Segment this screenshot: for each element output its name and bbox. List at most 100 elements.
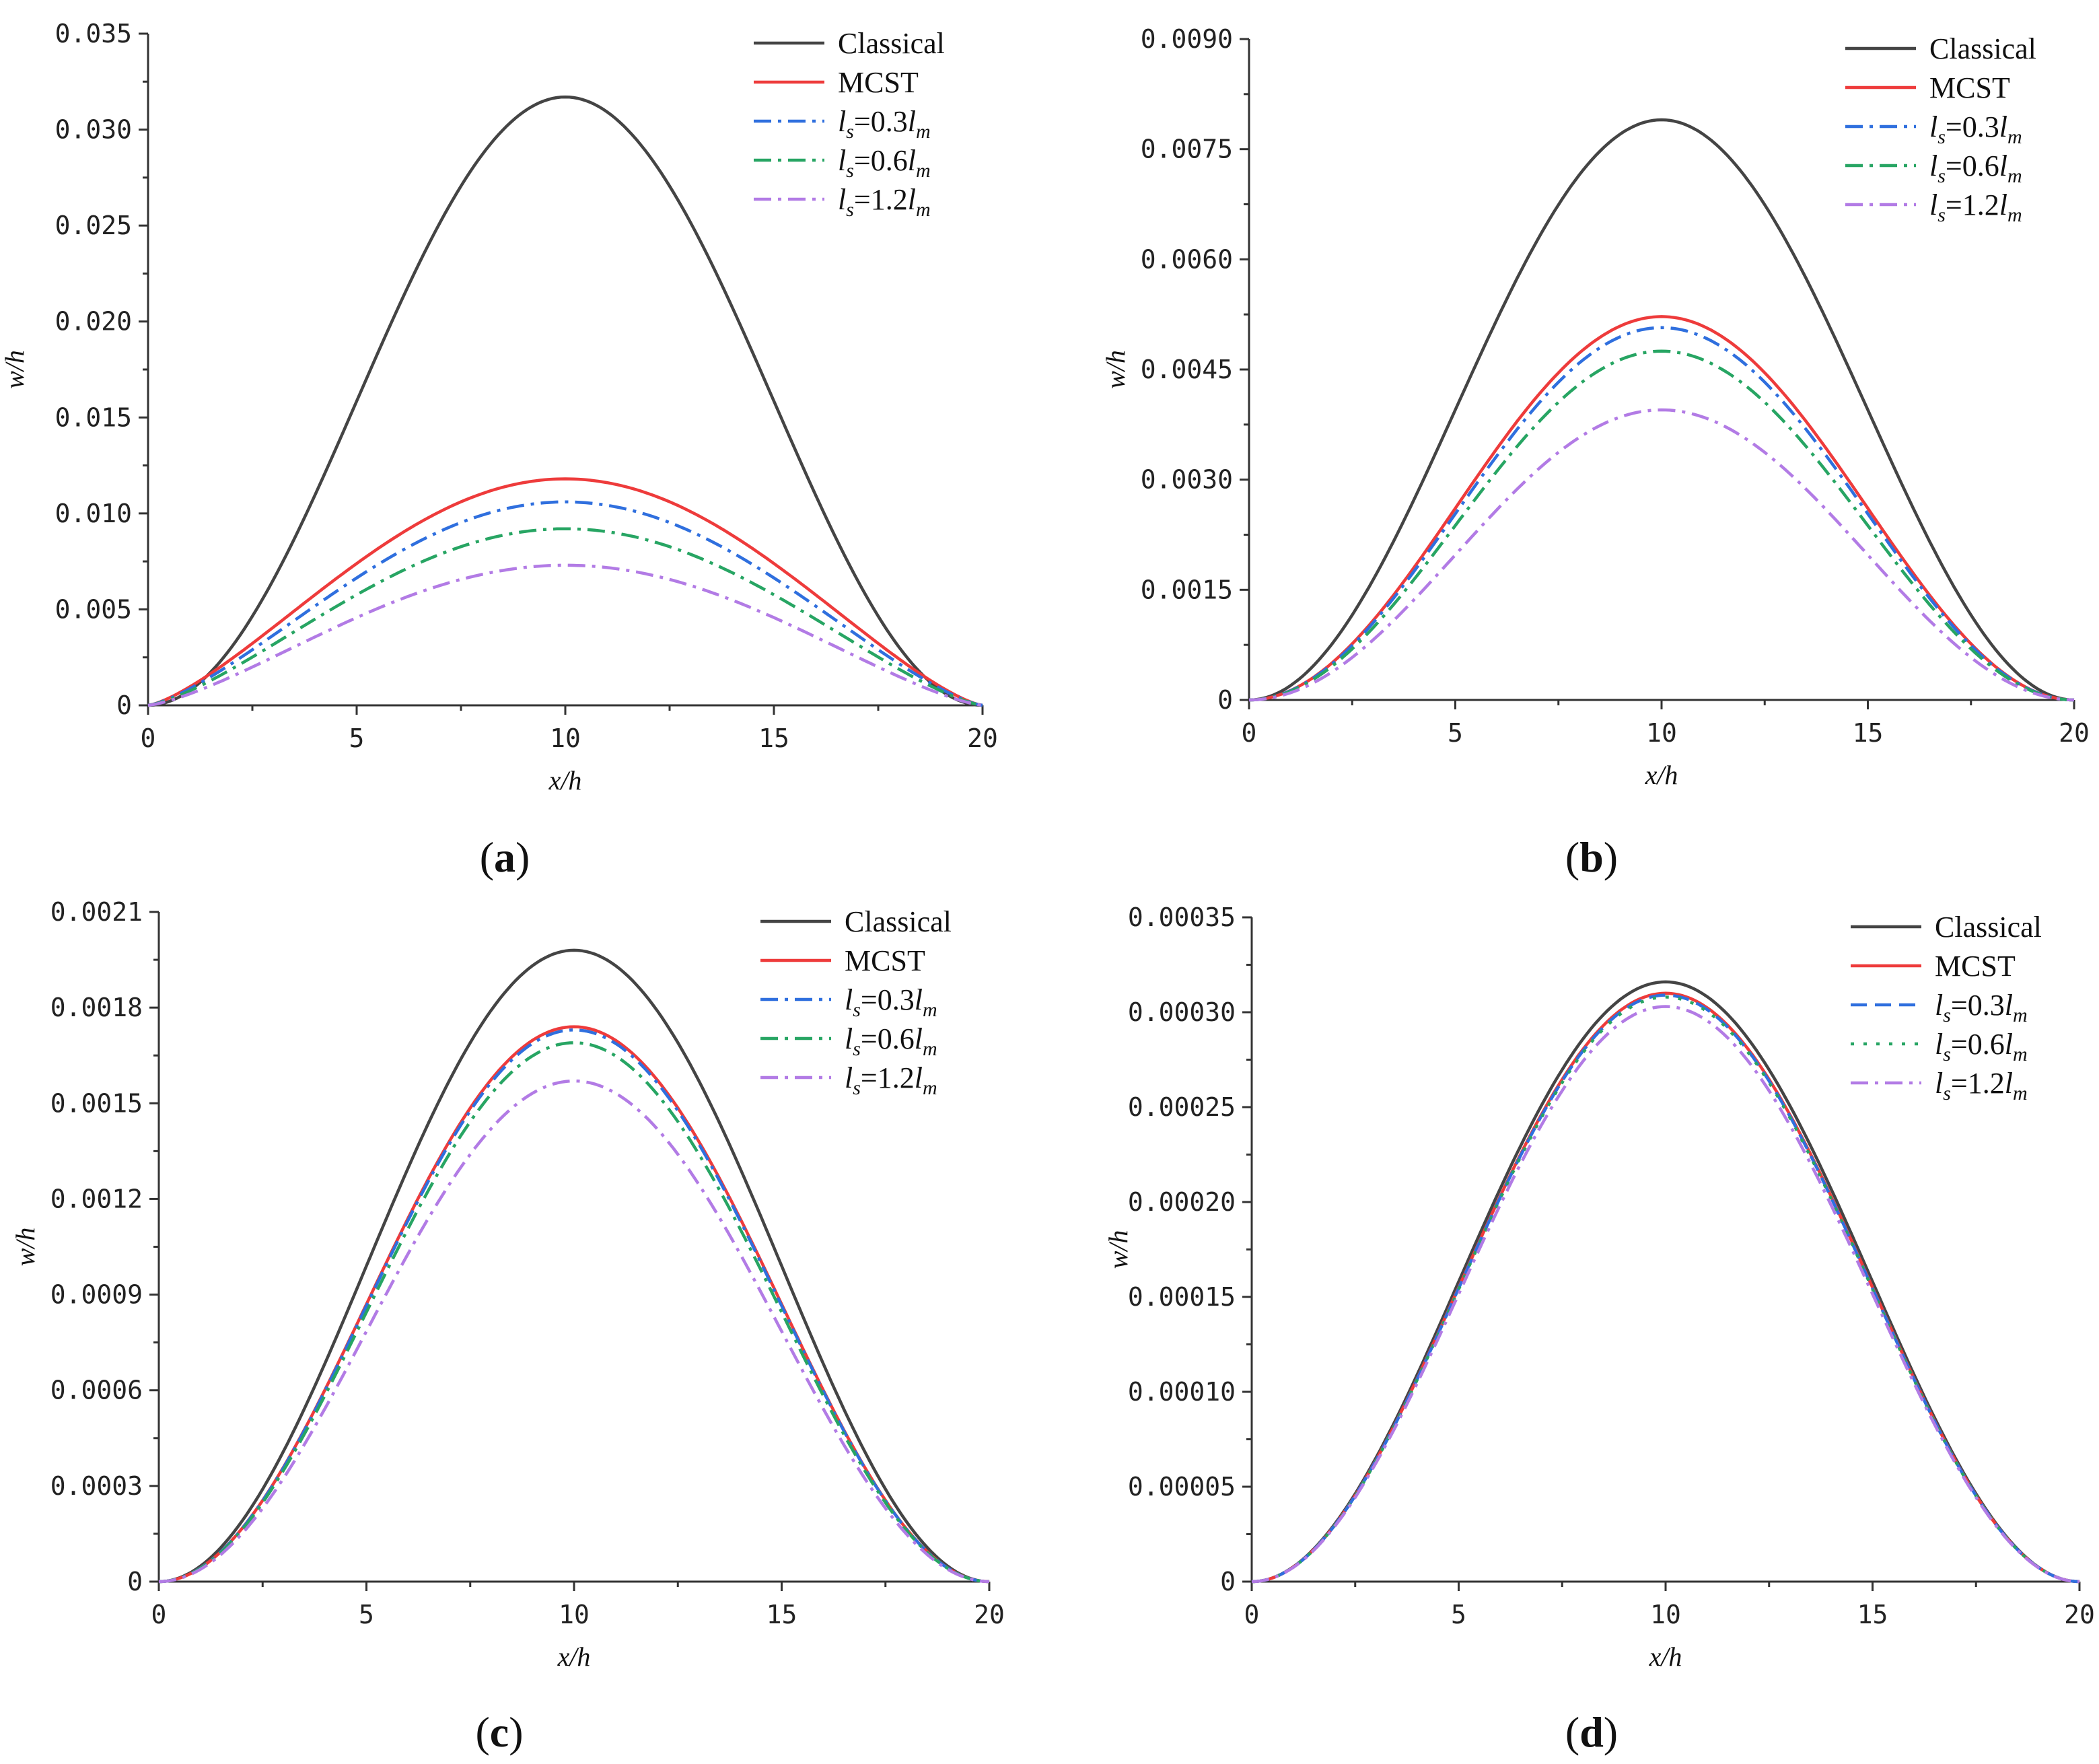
y-tick-label: 0.0018 — [50, 993, 143, 1022]
y-axis-label: w/h — [1100, 350, 1131, 389]
x-tick-label: 20 — [2059, 718, 2090, 748]
x-tick-label: 0 — [151, 1600, 167, 1629]
x-tick-label: 10 — [1646, 718, 1677, 748]
x-tick-label: 5 — [359, 1600, 374, 1629]
y-tick-label: 0.0012 — [50, 1184, 143, 1213]
x-tick-label: 15 — [1857, 1600, 1888, 1629]
y-tick-label: 0.0015 — [1141, 575, 1233, 604]
y-tick-label: 0.0090 — [1141, 24, 1233, 54]
y-axis-label: w/h — [10, 1228, 40, 1267]
x-tick-label: 5 — [1448, 718, 1463, 748]
legend-entry: MCST — [838, 66, 919, 99]
panel-label: (b) — [1565, 833, 1618, 881]
x-tick-label: 15 — [767, 1600, 797, 1629]
legend-entry: ls=0.3lm — [1935, 989, 2028, 1026]
x-tick-label: 10 — [1650, 1600, 1681, 1629]
legend-entry: Classical — [838, 27, 945, 60]
legend-entry: ls=0.3lm — [1929, 110, 2022, 148]
series-line-Classical — [1248, 118, 2075, 702]
y-tick-label: 0.0021 — [50, 897, 143, 927]
series-line-ls=1.2lm — [1251, 1005, 2080, 1584]
legend-entry: ls=0.6lm — [845, 1022, 937, 1060]
y-tick-label: 0 — [1220, 1567, 1236, 1596]
y-tick-label: 0 — [1217, 685, 1233, 715]
x-tick-label: 0 — [141, 724, 156, 753]
y-tick-label: 0.00005 — [1128, 1472, 1236, 1502]
y-tick-label: 0.0003 — [50, 1471, 143, 1501]
y-tick-label: 0.035 — [55, 19, 132, 48]
panel-label: (a) — [480, 833, 530, 881]
panel-label: (d) — [1565, 1708, 1618, 1756]
x-tick-label: 20 — [2064, 1600, 2095, 1629]
panel-b: 0 5 10 15 20 0 0.0015 0.0030 0.0045 0.0060 0.0075 0… — [1100, 24, 2090, 881]
series-line-ls=0.6lm — [158, 1041, 990, 1584]
x-tick-label: 5 — [1451, 1600, 1466, 1629]
y-axis-label: w/h — [0, 350, 30, 389]
series-line-ls=1.2lm — [147, 563, 983, 707]
x-axis-label: x/h — [557, 1642, 591, 1672]
y-tick-label: 0.030 — [55, 115, 132, 145]
y-tick-label: 0.0006 — [50, 1376, 143, 1405]
y-tick-label: 0.00025 — [1128, 1092, 1236, 1122]
y-tick-label: 0.020 — [55, 307, 132, 337]
y-tick-label: 0.00020 — [1128, 1187, 1236, 1217]
panel-a: 0 5 10 15 20 0 0.005 0.010 0.015 0.020 0.025 0.030 0… — [0, 19, 998, 881]
series-line-ls=1.2lm — [158, 1079, 990, 1584]
legend-entry: ls=0.3lm — [838, 105, 931, 143]
series-line-MCST — [1248, 315, 2075, 702]
series-line-ls=0.3lm — [158, 1028, 990, 1584]
series-line-ls=0.6lm — [1251, 995, 2080, 1584]
legend-entry: MCST — [1929, 71, 2010, 104]
x-tick-label: 15 — [1853, 718, 1884, 748]
y-tick-label: 0.00035 — [1128, 903, 1236, 932]
y-tick-label: 0.00010 — [1128, 1377, 1236, 1407]
panel-d: 0 5 10 15 20 0 0.00005 0.00010 0.00015 0.00020 0.0… — [1103, 903, 2095, 1756]
x-tick-label: 10 — [550, 724, 581, 753]
legend-entry: ls=1.2lm — [1929, 188, 2022, 226]
x-axis-label: x/h — [1645, 760, 1678, 790]
y-tick-label: 0.0015 — [50, 1088, 143, 1118]
series-line-ls=0.6lm — [1248, 349, 2075, 702]
series-line-ls=0.6lm — [147, 527, 983, 707]
legend-entry: MCST — [845, 944, 925, 977]
y-tick-label: 0.0009 — [50, 1280, 143, 1310]
y-axis-label: w/h — [1103, 1230, 1133, 1269]
x-tick-label: 10 — [559, 1600, 590, 1629]
series-line-MCST — [158, 1025, 990, 1584]
legend-entry: ls=0.6lm — [1935, 1028, 2028, 1065]
panel-label: (c) — [475, 1708, 523, 1756]
legend-entry: ls=1.2lm — [1935, 1067, 2028, 1104]
series-line-MCST — [147, 477, 983, 707]
y-tick-label: 0.00015 — [1128, 1282, 1236, 1312]
y-tick-label: 0.005 — [55, 594, 132, 624]
y-tick-label: 0.015 — [55, 402, 132, 432]
series-line-Classical — [147, 95, 983, 707]
x-tick-label: 0 — [1244, 1600, 1260, 1629]
legend-entry: ls=0.6lm — [838, 144, 931, 182]
legend-entry: MCST — [1935, 950, 2016, 983]
legend-entry: ls=0.6lm — [1929, 149, 2022, 187]
series-line-ls=0.3lm — [147, 500, 983, 707]
legend-entry: Classical — [1935, 911, 2042, 944]
x-tick-label: 5 — [349, 724, 365, 753]
y-tick-label: 0.025 — [55, 211, 132, 240]
series-line-ls=0.3lm — [1248, 326, 2075, 702]
y-tick-label: 0.00030 — [1128, 997, 1236, 1027]
series-line-MCST — [1251, 991, 2080, 1584]
legend-entry: Classical — [1929, 32, 2036, 65]
series-line-ls=1.2lm — [1248, 408, 2075, 702]
legend-entry: ls=1.2lm — [838, 183, 931, 221]
x-axis-label: x/h — [548, 765, 582, 796]
y-tick-label: 0 — [116, 691, 132, 720]
legend-entry: ls=0.3lm — [845, 983, 937, 1021]
y-tick-label: 0.0075 — [1141, 135, 1233, 164]
panel-c: 0 5 10 15 20 0 0.0003 0.0006 0.0009 0.0012 0.0015 0… — [10, 897, 1005, 1756]
y-tick-label: 0.010 — [55, 499, 132, 528]
x-tick-label: 15 — [758, 724, 789, 753]
y-tick-label: 0.0045 — [1141, 355, 1233, 384]
x-tick-label: 20 — [967, 724, 998, 753]
x-axis-label: x/h — [1649, 1642, 1682, 1672]
y-tick-label: 0.0060 — [1141, 244, 1233, 274]
x-tick-label: 20 — [974, 1600, 1005, 1629]
